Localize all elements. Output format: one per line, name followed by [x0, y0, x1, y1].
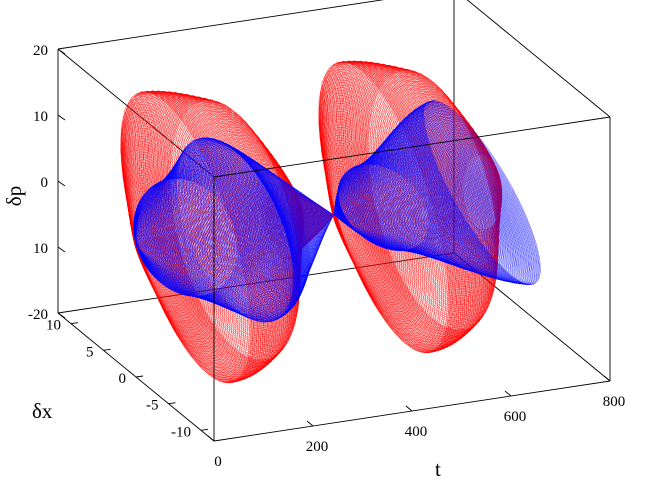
series-0-curve	[120, 60, 503, 384]
dx-tick-label-3: -5	[146, 398, 159, 414]
dx-axis-label: δx	[32, 399, 53, 423]
dp-tick-label-3: 10	[33, 241, 48, 257]
dx-tick-mark-4	[200, 428, 209, 431]
dx-tick-mark-3	[168, 402, 176, 405]
dx-tick-label-1: 5	[86, 344, 94, 360]
t-tick-mark-1	[306, 420, 314, 427]
t-axis-label: t	[435, 457, 441, 480]
t-tick-mark-4	[603, 375, 611, 382]
t-axis-ticks: 0 200 400 600 800	[207, 375, 626, 470]
dp-tick-label-2: 0	[41, 175, 49, 191]
t-tick-mark-3	[504, 390, 512, 397]
dp-axis-label: δp	[2, 186, 26, 206]
t-tick-label-4: 800	[603, 394, 626, 410]
curves-group	[120, 60, 541, 384]
dp-tick-mark-3	[57, 246, 66, 253]
dx-tick-mark-2	[135, 375, 144, 378]
t-tick-mark-0	[207, 435, 215, 442]
dx-tick-label-2: 0	[119, 371, 127, 387]
dp-tick-label-1: 10	[33, 109, 48, 125]
t-tick-label-3: 600	[504, 409, 527, 425]
dx-tick-label-4: -10	[171, 424, 191, 440]
series-1-curve	[133, 100, 541, 323]
dp-tick-mark-2	[57, 180, 66, 187]
box-edge-front-1	[213, 116, 611, 178]
dp-tick-label-4: -20	[28, 307, 48, 323]
t-tick-label-2: 400	[405, 424, 428, 440]
dp-axis-ticks: 20 10 0 10 -20	[28, 43, 66, 323]
dp-tick-label-0: 20	[33, 43, 48, 59]
dx-axis-ticks: 10 5 0 -5 -10	[46, 318, 209, 440]
box-edge-back-6	[466, 0, 611, 118]
dp-tick-mark-4	[57, 312, 66, 319]
dx-tick-mark-1	[103, 348, 111, 351]
t-tick-label-1: 200	[306, 439, 329, 455]
dp-tick-mark-0	[57, 48, 66, 55]
t-tick-label-0: 0	[214, 454, 222, 470]
t-tick-mark-2	[405, 405, 413, 412]
dx-tick-label-0: 10	[46, 318, 61, 334]
dx-tick-mark-0	[70, 322, 79, 325]
box-edge-back-1	[57, 0, 385, 50]
dp-tick-mark-1	[57, 114, 66, 121]
